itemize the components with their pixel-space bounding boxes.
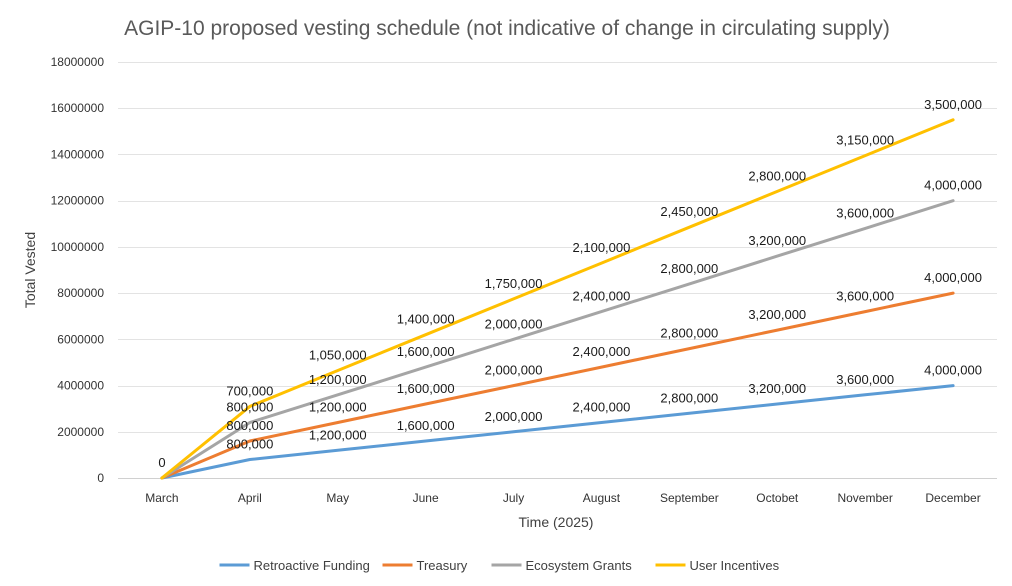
x-tick-label: September (660, 491, 719, 505)
data-label: 2,800,000 (660, 326, 718, 341)
y-tick-label: 6000000 (57, 332, 104, 346)
data-label: 2,000,000 (485, 316, 543, 331)
y-tick-label: 12000000 (51, 194, 105, 208)
data-label: 800,000 (226, 400, 273, 415)
data-label: 800,000 (226, 418, 273, 433)
data-label: 3,150,000 (836, 133, 894, 148)
data-label: 4,000,000 (924, 270, 982, 285)
x-tick-label: Octobet (756, 491, 799, 505)
data-label: 3,200,000 (748, 233, 806, 248)
data-label: 1,600,000 (397, 344, 455, 359)
data-label: 1,750,000 (485, 276, 543, 291)
y-axis-title: Total Vested (22, 232, 38, 308)
y-tick-label: 0 (97, 471, 104, 485)
series-line-retroactive-funding (160, 384, 955, 480)
series-lines (160, 118, 955, 480)
data-label: 3,600,000 (836, 205, 894, 220)
data-label: 2,800,000 (660, 390, 718, 405)
x-tick-label: June (413, 491, 439, 505)
data-label: 2,800,000 (660, 261, 718, 276)
data-label: 2,450,000 (660, 204, 718, 219)
x-tick-label: May (326, 491, 349, 505)
data-label: 1,400,000 (397, 312, 455, 327)
y-tick-label: 2000000 (57, 425, 104, 439)
y-tick-label: 14000000 (51, 147, 105, 161)
x-tick-label: August (583, 491, 621, 505)
y-tick-labels: 0 2000000 4000000 6000000 8000000 10000000 120… (51, 55, 105, 485)
series-line-ecosystem-grants (160, 199, 955, 480)
data-label: 3,500,000 (924, 97, 982, 112)
x-tick-labels: March April May June July August September Octo… (145, 491, 980, 505)
data-label: 800,000 (226, 437, 273, 452)
data-label: 0 (158, 455, 165, 470)
data-label: 2,100,000 (573, 240, 631, 255)
data-label: 700,000 (226, 383, 273, 398)
y-tick-label: 4000000 (57, 379, 104, 393)
series-line-treasury (160, 291, 955, 480)
data-label: 2,400,000 (573, 344, 631, 359)
x-axis-title: Time (2025) (519, 514, 594, 530)
y-tick-label: 18000000 (51, 55, 105, 69)
series-line-user-incentives (160, 118, 955, 480)
data-label: 1,050,000 (309, 348, 367, 363)
legend-label: User Incentives (690, 558, 780, 573)
legend-label: Treasury (417, 558, 468, 573)
data-labels: 800,000 1,200,000 1,600,000 2,000,000 2,400,… (158, 97, 982, 470)
x-tick-label: March (145, 491, 178, 505)
chart-title: AGIP-10 proposed vesting schedule (not i… (124, 17, 890, 40)
data-label: 3,200,000 (748, 381, 806, 396)
data-label: 4,000,000 (924, 178, 982, 193)
y-tick-label: 8000000 (57, 286, 104, 300)
data-label: 2,400,000 (573, 400, 631, 415)
data-label: 1,200,000 (309, 400, 367, 415)
data-label: 2,400,000 (573, 289, 631, 304)
legend: Retroactive Funding Treasury Ecosystem Gra… (219, 558, 780, 573)
y-tick-label: 16000000 (51, 101, 105, 115)
data-label: 3,200,000 (748, 307, 806, 322)
x-tick-label: April (238, 491, 262, 505)
data-label: 3,600,000 (836, 372, 894, 387)
data-label: 4,000,000 (924, 363, 982, 378)
data-label: 2,000,000 (485, 409, 543, 424)
data-label: 1,200,000 (309, 427, 367, 442)
data-label: 1,200,000 (309, 372, 367, 387)
data-label: 1,600,000 (397, 418, 455, 433)
data-label: 3,600,000 (836, 289, 894, 304)
data-label: 2,800,000 (748, 168, 806, 183)
x-tick-label: December (925, 491, 980, 505)
legend-label: Ecosystem Grants (526, 558, 633, 573)
data-label: 1,600,000 (397, 381, 455, 396)
x-tick-label: November (837, 491, 892, 505)
legend-label: Retroactive Funding (254, 558, 370, 573)
y-tick-label: 10000000 (51, 240, 105, 254)
gridlines (118, 62, 997, 479)
data-label: 2,000,000 (485, 363, 543, 378)
x-tick-label: July (503, 491, 524, 505)
